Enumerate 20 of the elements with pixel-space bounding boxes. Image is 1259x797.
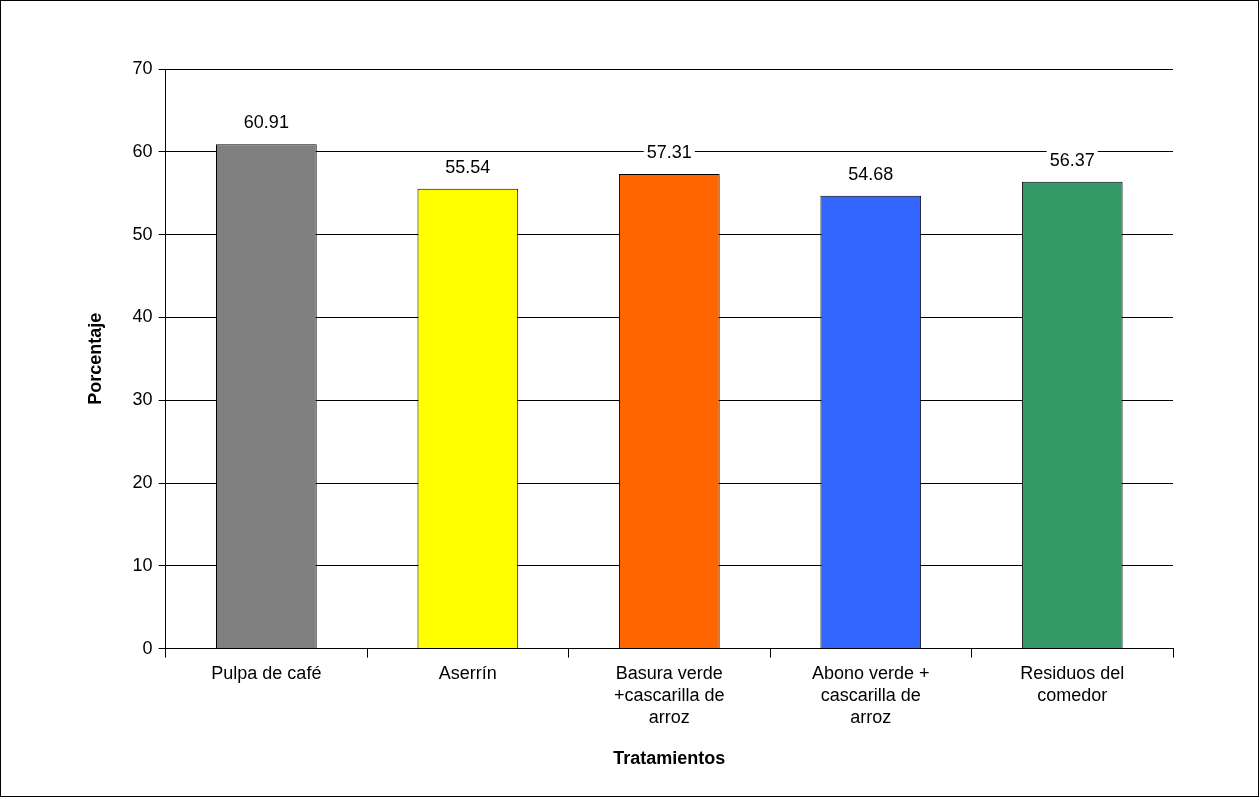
data-label: 54.68: [848, 163, 894, 184]
data-label: 57.31: [646, 142, 692, 163]
x-tick-label: Basura verde +cascarilla de arroz: [614, 663, 725, 727]
data-label: 55.54: [445, 156, 491, 177]
data-label: 60.91: [243, 112, 289, 133]
y-tick-label: 30: [132, 389, 153, 410]
y-tick-label: 50: [132, 223, 153, 244]
x-tick-label: Residuos del comedor: [1020, 663, 1125, 705]
x-tick-label: Abono verde + cascarilla de arroz: [811, 663, 930, 727]
y-tick-label: 20: [132, 471, 153, 492]
x-axis-title: Tratamientos: [613, 748, 726, 769]
y-axis-title: Porcentaje: [84, 312, 105, 405]
data-label: 56.37: [1049, 149, 1095, 170]
x-tick-label: Pulpa de café: [211, 663, 322, 684]
x-tick-label: Aserrín: [438, 663, 497, 684]
y-tick-label: 10: [132, 554, 153, 575]
y-tick-label: 40: [132, 306, 153, 327]
y-tick-label: 0: [142, 637, 153, 658]
y-tick-label: 60: [132, 140, 153, 161]
y-tick-label: 70: [132, 57, 153, 78]
